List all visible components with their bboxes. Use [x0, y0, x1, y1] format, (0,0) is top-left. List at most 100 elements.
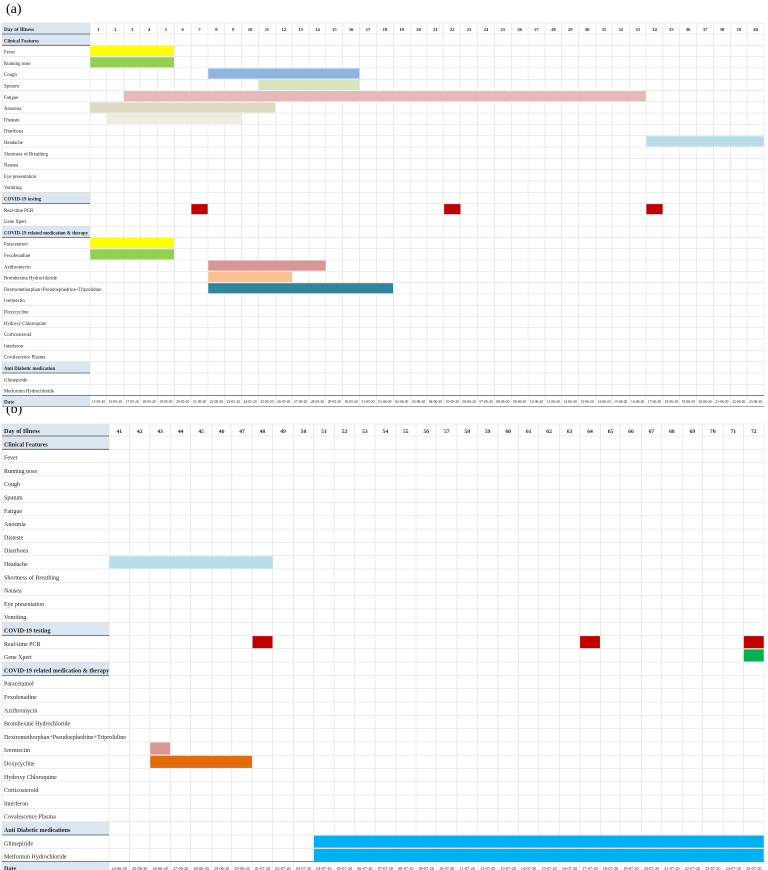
p1-date-tick-label: 03-07-20: [296, 866, 311, 870]
p0-day-tick-label: 7: [198, 27, 201, 32]
p1-date-tick-label: 21-07-20: [664, 866, 679, 870]
p1-date-tick-label: 08-07-20: [398, 866, 413, 870]
p1-day-tick-label: 62: [546, 429, 552, 435]
p0-day-tick-label: 21: [433, 27, 438, 32]
p0-date-tick-label: 04-06-20: [429, 400, 442, 404]
p1-day-tick-label: 50: [301, 429, 307, 435]
p0-bar-fever: [90, 45, 174, 56]
p0-date-tick-label: 26-05-20: [277, 400, 290, 404]
p0-day-tick-label: 28: [551, 27, 556, 32]
p1-row-label: Diarrhoea: [4, 549, 28, 555]
p1-row-label: Gene Xpert: [4, 655, 32, 661]
p1-date-tick-label: 24-06-20: [112, 866, 127, 870]
p1-date-tick-label: 24-07-20: [726, 866, 741, 870]
p0-footer-label-cell: [2, 395, 90, 407]
p1-bar-metformin-hydrochloride: [313, 848, 764, 861]
p0-section-label: COVID-19 testing: [4, 198, 42, 203]
p1-date-tick-label: 16-07-20: [562, 866, 577, 870]
p0-day-tick-label: 6: [182, 27, 185, 32]
p1-date-tick-label: 23-07-20: [705, 866, 720, 870]
p0-date-tick-label: 19-05-20: [159, 400, 172, 404]
p1-row-label: Bromhexine Hydrochloride: [4, 722, 70, 728]
p0-row-label: Fexofenadine: [4, 254, 30, 259]
p1-date-tick-label: 29-06-20: [214, 866, 229, 870]
p0-row-label: Running nose: [4, 62, 31, 67]
p1-date-tick-label: 10-07-20: [439, 866, 454, 870]
p1-row-label: Running nose: [4, 469, 38, 475]
p1-day-tick-label: 70: [710, 429, 716, 435]
p0-day-tick-label: 25: [501, 27, 506, 32]
p1-date-tick-label: 28-06-20: [193, 866, 208, 870]
p0-date-tick-label: 09-06-20: [513, 400, 526, 404]
p0-day-tick-label: 13: [298, 27, 303, 32]
p1-date-tick-label: 07-07-20: [378, 866, 393, 870]
p0-row-label: Fever: [4, 51, 15, 56]
p1-date-tick-label: 17-07-20: [582, 866, 597, 870]
p0-row-label: Azithromycin: [4, 265, 31, 270]
p0-day-tick-label: 4: [148, 27, 151, 32]
p0-date-tick-label: 16-06-20: [631, 400, 644, 404]
p1-day-tick-label: 52: [342, 429, 348, 435]
p1-date-tick-label: 01-07-20: [255, 866, 270, 870]
p0-row-label: Ivermectin: [4, 299, 25, 304]
p1-row-label: Vomiting: [4, 615, 26, 621]
p1-day-tick-label: 54: [383, 429, 389, 435]
p0-date-tick-label: 27-05-20: [294, 400, 307, 404]
p0-bar-fexofenadine: [90, 249, 174, 260]
p0-date-tick-label: 07-06-20: [479, 400, 492, 404]
p0-row-label: Dextromethorphan+Pseudoephedrine+Triprol…: [4, 288, 101, 293]
p1-section-cell: [2, 662, 109, 676]
p0-bar-azithromycin: [208, 260, 326, 271]
p1-date-tick-label: 04-07-20: [316, 866, 331, 870]
p1-section-cell: [2, 622, 109, 636]
p0-footer-label: Date: [4, 400, 15, 406]
p0-row-label: Shortness of Breathing: [4, 152, 49, 157]
p1-header-label: Day of Illness: [4, 428, 40, 435]
p0-date-tick-label: 17-05-20: [126, 400, 139, 404]
p0-date-tick-label: 15-05-20: [92, 400, 105, 404]
p1-bar-ivermectin: [150, 742, 171, 755]
p1-day-tick-label: 61: [526, 429, 532, 435]
p1-day-tick-label: 67: [649, 429, 655, 435]
p1-section-label: Anti Diabetic medications: [4, 828, 71, 834]
p1-day-tick-label: 60: [505, 429, 511, 435]
p0-date-tick-label: 22-05-20: [210, 400, 223, 404]
p1-date-tick-label: 30-06-20: [234, 866, 249, 870]
p0-day-tick-label: 8: [215, 27, 218, 32]
p1-day-tick-label: 53: [362, 429, 368, 435]
panel-a-label: (a): [6, 2, 22, 17]
p0-row-label: Vomiting: [4, 186, 22, 191]
p0-row-label: Glimepiride: [4, 378, 27, 383]
p0-day-tick-label: 31: [602, 27, 607, 32]
p1-day-tick-label: 72: [751, 429, 757, 435]
p0-day-tick-label: 2: [114, 27, 117, 32]
p1-date-tick-label: 26-06-20: [152, 866, 167, 870]
p0-day-tick-label: 24: [484, 27, 489, 32]
p1-row-label: Glimepiride: [4, 841, 33, 847]
p0-row-label: Anosmia: [4, 107, 22, 112]
p1-row-label: Shortness of Breathing: [4, 574, 59, 581]
p1-row-label: Ivermectin: [4, 748, 30, 754]
p0-day-tick-label: 18: [383, 27, 388, 32]
p0-bar-paracetamol: [90, 238, 174, 249]
p0-date-tick-label: 01-06-20: [378, 400, 391, 404]
p0-row-label: Metformin Hydrochloride: [4, 390, 54, 395]
p1-row-label: Azithromycin: [4, 708, 37, 714]
p1-row-label: Fexofenadine: [4, 694, 37, 701]
p1-row-label: Corticosteroid: [4, 788, 38, 794]
p0-row-label: Diarrhoea: [4, 130, 24, 135]
p1-day-tick-label: 58: [464, 429, 470, 435]
p1-day-tick-label: 64: [587, 429, 593, 435]
p0-date-tick-label: 12-06-20: [564, 400, 577, 404]
p1-bar-real-time-pcr: [252, 636, 273, 649]
p1-date-tick-label: 25-07-20: [746, 866, 761, 870]
p0-row-label: Corticosteroid: [4, 333, 32, 338]
p0-day-tick-label: 38: [720, 27, 725, 32]
p1-day-tick-label: 55: [403, 429, 409, 435]
p1-day-tick-label: 46: [219, 429, 225, 435]
p0-date-tick-label: 08-06-20: [496, 400, 509, 404]
p0-day-tick-label: 40: [753, 27, 758, 32]
p1-row-label: Doxycycline: [4, 762, 35, 768]
p1-date-tick-label: 06-07-20: [357, 866, 372, 870]
